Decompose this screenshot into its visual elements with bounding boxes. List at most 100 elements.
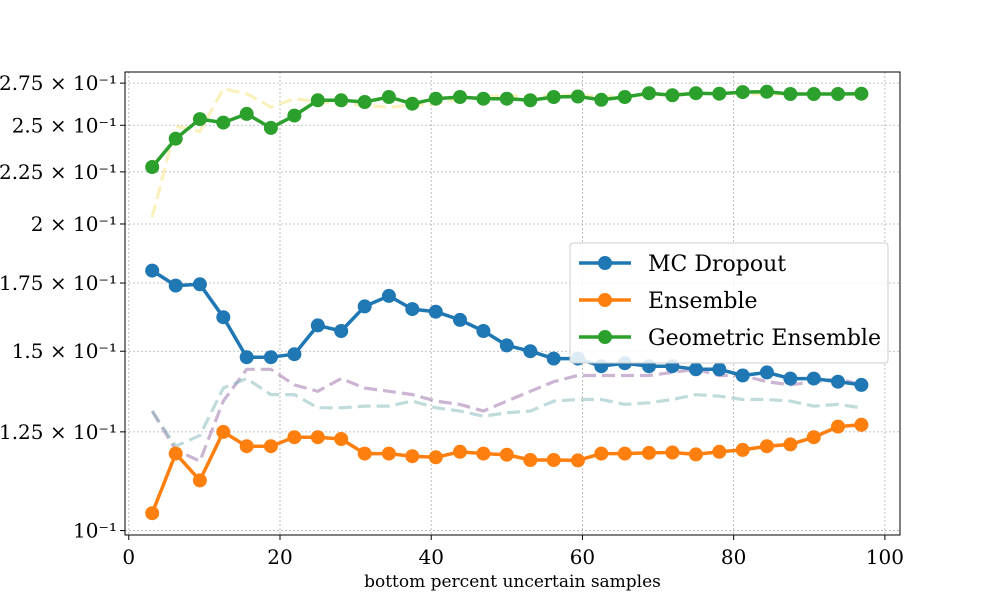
x-tick-label: 60 — [570, 545, 595, 569]
data-point — [405, 449, 420, 464]
data-point — [476, 324, 491, 338]
x-tick-label: 80 — [721, 545, 746, 569]
y-tick-label: 2.5 × 10⁻¹ — [12, 113, 117, 137]
data-point — [239, 439, 254, 454]
x-tick-label: 40 — [418, 545, 443, 569]
data-point — [665, 445, 680, 460]
data-point — [783, 437, 798, 452]
y-tick-label: 1.5 × 10⁻¹ — [12, 339, 117, 363]
y-tick-label: 2 × 10⁻¹ — [31, 212, 117, 236]
data-point — [476, 446, 491, 461]
data-point — [499, 91, 514, 106]
data-point — [642, 445, 656, 460]
legend-box — [569, 242, 889, 364]
data-point — [310, 318, 325, 333]
legend-label: MC Dropout — [648, 252, 786, 277]
data-point — [688, 86, 703, 101]
plot-frame — [124, 71, 901, 536]
y-tick-label: 10⁻¹ — [73, 519, 117, 543]
data-point — [239, 350, 254, 365]
data-point — [334, 324, 349, 338]
data-point — [617, 446, 632, 461]
data-point — [617, 90, 632, 104]
y-tick-label: 2.25 × 10⁻¹ — [0, 160, 117, 184]
data-point — [665, 88, 680, 103]
y-tick-label: 2.75 × 10⁻¹ — [0, 71, 117, 95]
data-point — [145, 160, 160, 174]
data-point — [357, 95, 372, 109]
data-point — [357, 299, 372, 314]
data-point — [523, 453, 538, 467]
data-point — [357, 446, 372, 461]
y-tick-label: 1.75 × 10⁻¹ — [0, 271, 117, 295]
data-point — [263, 350, 278, 365]
data-point — [310, 93, 325, 108]
data-point — [168, 131, 183, 146]
data-point — [523, 344, 538, 359]
y-axis-ticks: 10⁻¹ 1.25 × 10⁻¹ 1.5 × 10⁻¹ 1.75 × 10⁻¹ 2 × … — [0, 71, 125, 543]
legend-label: Ensemble — [648, 289, 758, 314]
data-point — [381, 90, 396, 104]
data-point — [854, 377, 869, 392]
data-point — [783, 87, 798, 101]
data-point — [712, 362, 727, 377]
x-tick-label: 20 — [267, 545, 292, 569]
dashed-series-line — [150, 86, 862, 218]
data-point — [688, 362, 703, 377]
x-tick-label: 100 — [866, 545, 904, 569]
data-point — [476, 91, 491, 106]
data-point — [334, 93, 349, 108]
data-point — [759, 84, 774, 99]
data-point — [712, 86, 727, 101]
data-point — [263, 120, 278, 135]
data-point — [145, 506, 160, 521]
data-point — [783, 371, 798, 386]
data-point — [570, 453, 585, 468]
data-point — [287, 347, 302, 362]
grid — [125, 72, 900, 535]
data-point — [499, 338, 514, 353]
data-point — [523, 93, 538, 108]
data-point — [546, 453, 561, 467]
x-tick-label: 0 — [122, 545, 135, 569]
data-point — [642, 86, 656, 101]
legend-label: Geometric Ensemble — [648, 326, 881, 351]
data-point — [712, 444, 727, 459]
data-point — [735, 368, 750, 383]
data-point — [145, 263, 160, 278]
data-point — [405, 96, 420, 111]
data-point — [334, 432, 349, 446]
data-point — [428, 91, 443, 106]
legend-swatch-marker — [598, 256, 612, 270]
data-point — [216, 310, 231, 325]
data-point — [192, 277, 207, 292]
data-point — [216, 424, 231, 439]
data-point — [168, 446, 183, 461]
y-tick-label: 1.25 × 10⁻¹ — [0, 420, 117, 444]
data-point — [759, 439, 774, 454]
series-line — [150, 423, 862, 514]
data-point — [428, 304, 443, 319]
data-point — [287, 108, 302, 123]
x-axis-label: bottom percent uncertain samples — [364, 572, 661, 592]
legend: MC Dropout Ensemble Geometric Ensemble — [569, 242, 889, 364]
data-point — [594, 92, 609, 107]
data-point — [453, 312, 467, 327]
data-point — [453, 90, 467, 104]
data-point — [735, 442, 750, 457]
data-point — [192, 473, 207, 488]
data-point — [263, 439, 278, 454]
series-layer — [145, 84, 869, 521]
data-point — [287, 430, 302, 445]
data-point — [759, 365, 774, 380]
data-point — [239, 106, 254, 121]
data-point — [216, 115, 231, 130]
data-point — [428, 450, 443, 465]
data-point — [854, 86, 869, 101]
data-point — [854, 417, 869, 432]
data-point — [310, 430, 325, 445]
data-point — [381, 288, 396, 303]
data-point — [381, 446, 396, 461]
series-2 — [145, 84, 869, 174]
legend-swatch-marker — [598, 293, 612, 307]
